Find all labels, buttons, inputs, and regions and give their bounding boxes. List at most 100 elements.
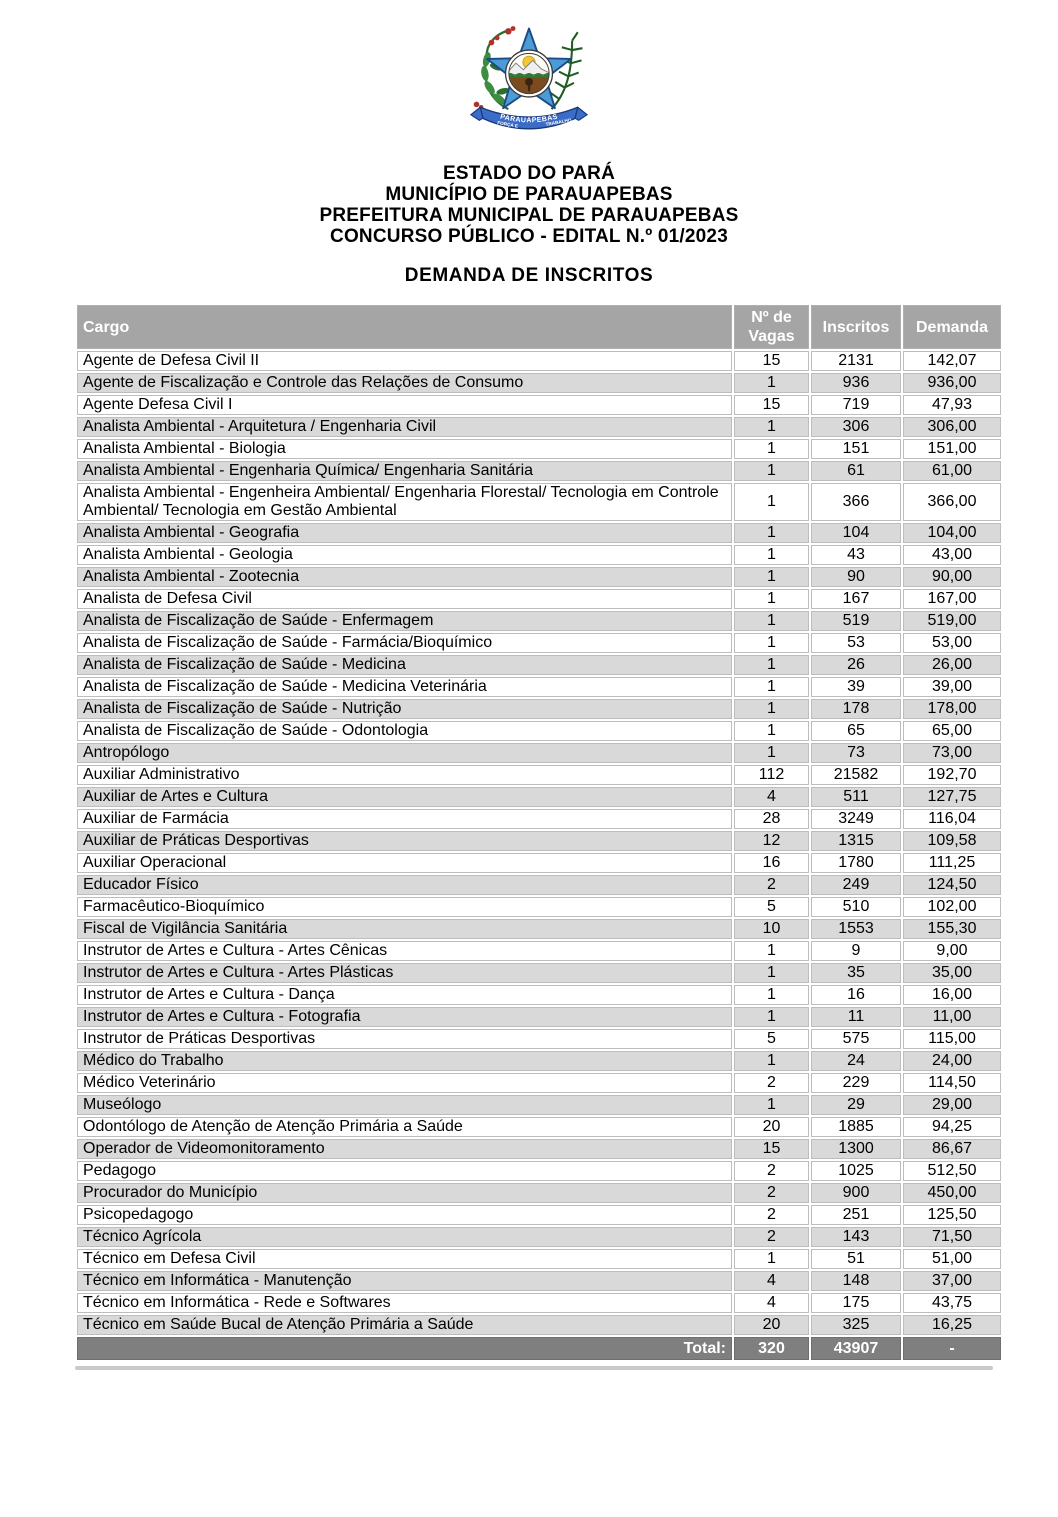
- value-cell: 53: [811, 633, 901, 653]
- value-cell: 519: [811, 611, 901, 631]
- value-cell: 35: [811, 963, 901, 983]
- value-cell: 51: [811, 1249, 901, 1269]
- value-cell: 2: [734, 1183, 809, 1203]
- table-row: Analista de Fiscalização de Saúde - Enfe…: [77, 611, 1001, 631]
- cargo-cell: Analista Ambiental - Zootecnia: [77, 567, 732, 587]
- table-row: Analista Ambiental - Engenheira Ambienta…: [77, 483, 1001, 521]
- value-cell: 1: [734, 545, 809, 565]
- value-cell: 125,50: [903, 1205, 1001, 1225]
- table-row: Auxiliar Operacional 16 1780 111,25: [77, 853, 1001, 873]
- value-cell: 249: [811, 875, 901, 895]
- value-cell: 2: [734, 1073, 809, 1093]
- cargo-cell: Técnico em Saúde Bucal de Atenção Primár…: [77, 1315, 732, 1335]
- table-row: Analista Ambiental - Geologia 1 43 43,00: [77, 545, 1001, 565]
- column-header-inscritos: Inscritos: [811, 305, 901, 349]
- value-cell: 1553: [811, 919, 901, 939]
- table-row: Procurador do Município 2 900 450,00: [77, 1183, 1001, 1203]
- cargo-cell: Técnico em Informática - Manutenção: [77, 1271, 732, 1291]
- cargo-cell: Auxiliar de Farmácia: [77, 809, 732, 829]
- cargo-cell: Analista Ambiental - Geografia: [77, 523, 732, 543]
- total-row: Total: 320 43907 -: [77, 1337, 1001, 1360]
- cargo-cell: Analista Ambiental - Biologia: [77, 439, 732, 459]
- value-cell: 10: [734, 919, 809, 939]
- value-cell: 148: [811, 1271, 901, 1291]
- value-cell: 450,00: [903, 1183, 1001, 1203]
- emblem-icon: [504, 49, 554, 98]
- value-cell: 4: [734, 1293, 809, 1313]
- table-row: Educador Físico 2 249 124,50: [77, 875, 1001, 895]
- value-cell: 175: [811, 1293, 901, 1313]
- ribbon-icon: PARAUAPEBAS FORÇA E TRABALHO: [469, 106, 589, 130]
- value-cell: 16,00: [903, 985, 1001, 1005]
- cargo-cell: Educador Físico: [77, 875, 732, 895]
- value-cell: 47,93: [903, 395, 1001, 415]
- value-cell: 142,07: [903, 351, 1001, 371]
- value-cell: 151: [811, 439, 901, 459]
- value-cell: 61,00: [903, 461, 1001, 481]
- table-row: Técnico Agrícola 2 143 71,50: [77, 1227, 1001, 1247]
- table-row: Auxiliar Administrativo 112 21582 192,70: [77, 765, 1001, 785]
- table-row: Psicopedagogo 2 251 125,50: [77, 1205, 1001, 1225]
- table-footer: Total: 320 43907 -: [77, 1337, 1001, 1360]
- value-cell: 65,00: [903, 721, 1001, 741]
- value-cell: 2: [734, 875, 809, 895]
- cargo-cell: Auxiliar Administrativo: [77, 765, 732, 785]
- value-cell: 90: [811, 567, 901, 587]
- value-cell: 51,00: [903, 1249, 1001, 1269]
- header-line-state: ESTADO DO PARÁ: [442, 163, 616, 184]
- value-cell: 151,00: [903, 439, 1001, 459]
- value-cell: 366,00: [903, 483, 1001, 521]
- value-cell: 116,04: [903, 809, 1001, 829]
- table-row: Médico Veterinário 2 229 114,50: [77, 1073, 1001, 1093]
- table-row: Operador de Videomonitoramento 15 1300 86,6…: [77, 1139, 1001, 1159]
- value-cell: 29,00: [903, 1095, 1001, 1115]
- value-cell: 1300: [811, 1139, 901, 1159]
- value-cell: 510: [811, 897, 901, 917]
- table-row: Instrutor de Artes e Cultura - Dança 1 16 1…: [77, 985, 1001, 1005]
- value-cell: 94,25: [903, 1117, 1001, 1137]
- motto-right-text: TRABALHO: [545, 117, 572, 127]
- column-header-vagas: Nº de Vagas: [734, 305, 809, 349]
- value-cell: 35,00: [903, 963, 1001, 983]
- value-cell: 306: [811, 417, 901, 437]
- cargo-cell: Analista Ambiental - Engenharia Química/…: [77, 461, 732, 481]
- value-cell: 719: [811, 395, 901, 415]
- cargo-cell: Auxiliar Operacional: [77, 853, 732, 873]
- cargo-cell: Médico do Trabalho: [77, 1051, 732, 1071]
- value-cell: 2: [734, 1205, 809, 1225]
- value-cell: 114,50: [903, 1073, 1001, 1093]
- table-row: Analista de Fiscalização de Saúde - Farm…: [77, 633, 1001, 653]
- value-cell: 5: [734, 897, 809, 917]
- value-cell: 2: [734, 1161, 809, 1181]
- table-row: Analista de Fiscalização de Saúde - Nutr…: [77, 699, 1001, 719]
- table-row: Técnico em Saúde Bucal de Atenção Primár…: [77, 1315, 1001, 1335]
- value-cell: 178: [811, 699, 901, 719]
- page-title: DEMANDA DE INSCRITOS: [404, 265, 654, 286]
- value-cell: 73,00: [903, 743, 1001, 763]
- cargo-cell: Auxiliar de Artes e Cultura: [77, 787, 732, 807]
- value-cell: 512,50: [903, 1161, 1001, 1181]
- value-cell: 11,00: [903, 1007, 1001, 1027]
- table-row: Antropólogo 1 73 73,00: [77, 743, 1001, 763]
- value-cell: 11: [811, 1007, 901, 1027]
- value-cell: 86,67: [903, 1139, 1001, 1159]
- value-cell: 73: [811, 743, 901, 763]
- value-cell: 1: [734, 963, 809, 983]
- table-row: Técnico em Defesa Civil 1 51 51,00: [77, 1249, 1001, 1269]
- value-cell: 1: [734, 461, 809, 481]
- table-body: Agente de Defesa Civil II 15 2131 142,07 Age…: [77, 351, 1001, 1335]
- table-row: Agente de Defesa Civil II 15 2131 142,07: [77, 351, 1001, 371]
- table-row: Analista Ambiental - Geografia 1 104 104,00: [77, 523, 1001, 543]
- table-row: Técnico em Informática - Rede e Software…: [77, 1293, 1001, 1313]
- cargo-cell: Procurador do Município: [77, 1183, 732, 1203]
- value-cell: 28: [734, 809, 809, 829]
- value-cell: 167: [811, 589, 901, 609]
- demand-table: Cargo Nº de Vagas Inscritos Demanda Agen…: [75, 303, 1003, 1362]
- cargo-cell: Analista de Fiscalização de Saúde - Medi…: [77, 677, 732, 697]
- table-row: Instrutor de Artes e Cultura - Artes Plá…: [77, 963, 1001, 983]
- value-cell: 104,00: [903, 523, 1001, 543]
- value-cell: 3249: [811, 809, 901, 829]
- coat-of-arms-logo: PARAUAPEBAS FORÇA E TRABALHO: [454, 20, 604, 147]
- value-cell: 24: [811, 1051, 901, 1071]
- cargo-cell: Analista de Defesa Civil: [77, 589, 732, 609]
